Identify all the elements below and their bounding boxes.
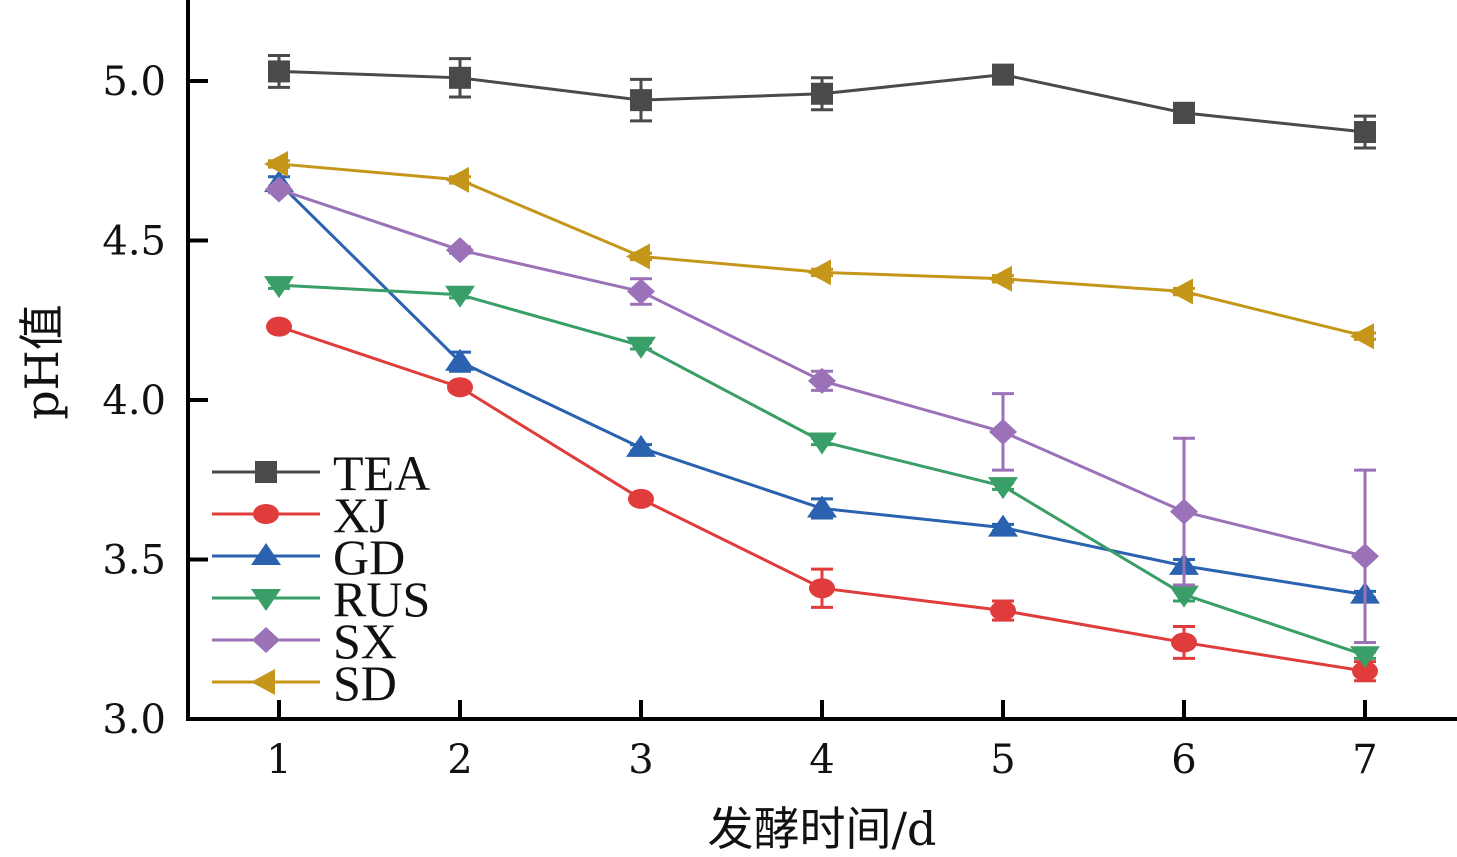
x-axis-title: 发酵时间/d xyxy=(708,802,937,856)
data-point xyxy=(445,166,469,193)
legend-label: SD xyxy=(333,655,397,711)
data-point xyxy=(449,66,471,89)
data-point xyxy=(988,477,1018,500)
legend-item-sx: SX xyxy=(212,613,397,669)
legend-marker xyxy=(251,543,281,565)
y-tick-label: 3.0 xyxy=(102,697,166,743)
data-point xyxy=(988,265,1012,292)
y-axis-title: pH值 xyxy=(15,304,69,420)
data-point xyxy=(807,259,831,286)
series-xj xyxy=(266,316,1378,683)
data-point xyxy=(627,278,655,305)
series-line xyxy=(278,162,1366,338)
data-point xyxy=(626,336,656,359)
data-point xyxy=(1350,646,1380,669)
legend-item-xj: XJ xyxy=(212,487,389,543)
data-point xyxy=(811,82,833,105)
y-tick-label: 3.5 xyxy=(102,538,166,584)
data-point xyxy=(1351,543,1379,570)
x-tick-label: 5 xyxy=(990,737,1015,783)
data-point xyxy=(265,176,293,203)
legend-label: GD xyxy=(333,529,405,585)
data-point xyxy=(807,495,837,518)
data-point xyxy=(992,63,1014,86)
series-tea xyxy=(268,53,1376,150)
series-rus xyxy=(264,276,1380,669)
data-point xyxy=(1170,498,1198,525)
x-tick-label: 2 xyxy=(447,737,472,783)
data-point xyxy=(445,285,475,308)
y-ticks: 3.0 3.5 4.0 4.5 5.0 xyxy=(102,59,208,743)
data-point xyxy=(268,60,290,83)
data-point xyxy=(1350,323,1374,350)
data-point xyxy=(1173,101,1195,124)
legend-marker xyxy=(252,627,280,653)
data-point xyxy=(266,316,292,337)
x-tick-label: 6 xyxy=(1171,737,1196,783)
legend-marker xyxy=(251,669,275,695)
legend-marker xyxy=(255,461,277,483)
x-tick-label: 7 xyxy=(1352,737,1377,783)
series-sx xyxy=(265,176,1379,644)
y-tick-label: 5.0 xyxy=(102,59,166,105)
data-point xyxy=(264,276,294,299)
data-point xyxy=(626,243,650,270)
data-point xyxy=(628,488,654,509)
data-point xyxy=(809,578,835,599)
legend-label: RUS xyxy=(333,571,430,627)
legend-label: TEA xyxy=(333,445,430,501)
legend-label: XJ xyxy=(333,487,389,543)
data-point xyxy=(1171,632,1197,653)
data-point xyxy=(1352,661,1378,682)
data-point xyxy=(990,600,1016,621)
data-point xyxy=(447,377,473,398)
legend-marker xyxy=(251,589,281,611)
x-tick-label: 4 xyxy=(809,737,834,783)
x-tick-label: 3 xyxy=(628,737,653,783)
legend-label: SX xyxy=(333,613,397,669)
data-point xyxy=(1169,585,1199,608)
x-tick-label: 1 xyxy=(266,737,291,783)
x-ticks: 1 2 3 4 5 6 7 xyxy=(266,700,1378,783)
data-point xyxy=(630,89,652,112)
legend-item-tea: TEA xyxy=(212,445,430,501)
data-point xyxy=(807,432,837,455)
y-tick-label: 4.5 xyxy=(102,219,166,265)
data-point xyxy=(264,150,288,177)
data-point xyxy=(626,434,656,457)
data-point xyxy=(1169,278,1193,305)
y-tick-label: 4.0 xyxy=(102,378,166,424)
data-point xyxy=(445,348,475,371)
series-layer xyxy=(264,53,1380,683)
data-point xyxy=(989,418,1017,445)
legend-item-rus: RUS xyxy=(212,571,430,627)
legend-marker xyxy=(253,504,279,524)
legend-item-gd: GD xyxy=(212,529,405,585)
data-point xyxy=(808,367,836,394)
series-sd xyxy=(264,150,1376,350)
data-point xyxy=(1354,121,1376,144)
data-point xyxy=(446,237,474,264)
legend-item-sd: SD xyxy=(212,655,397,711)
data-point xyxy=(988,514,1018,537)
